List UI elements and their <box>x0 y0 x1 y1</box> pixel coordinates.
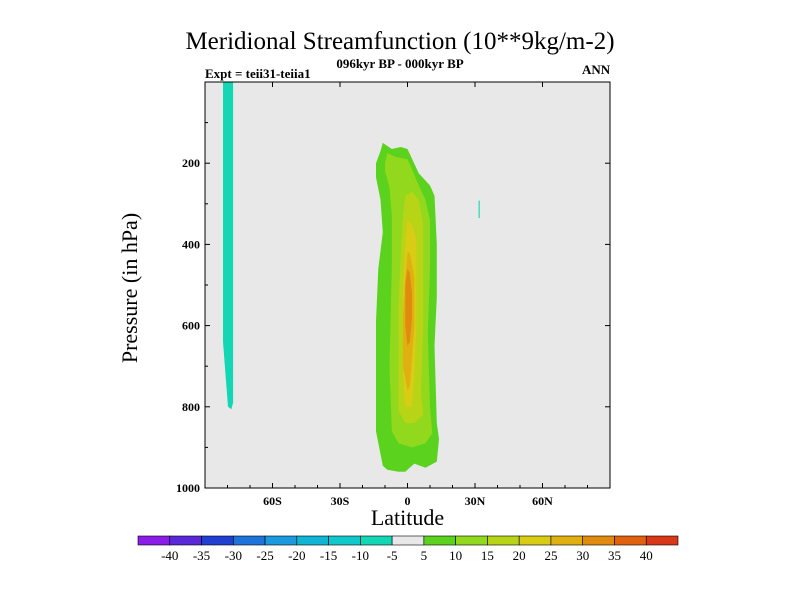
colorbar-box-7 <box>360 535 393 546</box>
colorbar-box-6 <box>328 535 361 546</box>
x-tick-label-2: 0 <box>405 494 411 508</box>
colorbar-label-7: -5 <box>387 548 398 563</box>
x-axis-label: Latitude <box>370 505 445 530</box>
colorbar-label-9: 10 <box>449 548 462 563</box>
y-tick-label-1: 400 <box>182 237 200 251</box>
colorbar-label-0: -40 <box>161 548 178 563</box>
colorbar-box-9 <box>423 535 456 546</box>
colorbar-label-13: 30 <box>576 548 589 563</box>
colorbar-box-10 <box>455 535 488 546</box>
x-tick-label-1: 30S <box>331 494 350 508</box>
colorbar-label-15: 40 <box>640 548 653 563</box>
colorbar-label-14: 35 <box>608 548 621 563</box>
colorbar-box-8 <box>391 535 425 546</box>
colorbar-box-14 <box>582 535 615 546</box>
colorbar-label-8: 5 <box>421 548 428 563</box>
colorbar-box-3 <box>232 535 266 546</box>
colorbar-box-13 <box>550 535 584 546</box>
x-tick-label-4: 60N <box>532 494 553 508</box>
colorbar-box-16 <box>645 535 679 546</box>
colorbar-label-4: -20 <box>288 548 305 563</box>
y-tick-label-0: 200 <box>182 156 200 170</box>
colorbar-box-15 <box>614 535 647 546</box>
colorbar-box-12 <box>518 535 552 546</box>
colorbar-box-4 <box>264 535 298 546</box>
chart-title: Meridional Streamfunction (10**9kg/m-2) <box>185 28 615 55</box>
colorbar-label-11: 20 <box>513 548 526 563</box>
colorbar-box-0 <box>137 535 171 546</box>
experiment-label: Expt = teii31-teiia1 <box>205 66 311 81</box>
colorbar-label-5: -15 <box>320 548 337 563</box>
x-tick-label-0: 60S <box>263 494 282 508</box>
y-tick-label-3: 800 <box>182 400 200 414</box>
contour-region-7 <box>405 268 412 346</box>
colorbar-box-5 <box>296 535 329 546</box>
colorbar-label-6: -10 <box>352 548 369 563</box>
colorbar-label-2: -30 <box>225 548 242 563</box>
colorbar-label-10: 15 <box>481 548 494 563</box>
contour-region-0 <box>223 82 234 410</box>
colorbar-label-3: -25 <box>256 548 273 563</box>
season-label: ANN <box>582 62 611 77</box>
y-tick-label-2: 600 <box>182 319 200 333</box>
colorbar-label-12: 25 <box>544 548 557 563</box>
colorbar-box-11 <box>487 535 520 546</box>
colorbar-label-1: -35 <box>193 548 210 563</box>
x-tick-label-3: 30N <box>465 494 486 508</box>
chart-subtitle: 096kyr BP - 000kyr BP <box>336 56 464 71</box>
contour-region-1 <box>478 200 480 218</box>
colorbar-box-1 <box>169 535 202 546</box>
y-tick-label-4: 1000 <box>176 481 200 495</box>
colorbar-box-2 <box>201 535 234 546</box>
